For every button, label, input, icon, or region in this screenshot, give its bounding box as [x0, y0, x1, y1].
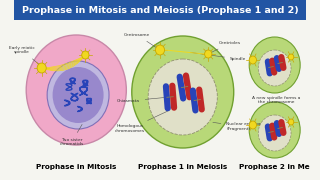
Circle shape [26, 35, 126, 145]
Circle shape [47, 61, 109, 129]
Text: Prophase 1 in Meiosis: Prophase 1 in Meiosis [138, 164, 228, 170]
Text: Two sister
chromatids: Two sister chromatids [60, 124, 84, 146]
Text: Centrosome: Centrosome [124, 33, 158, 48]
Text: Prophase in Mitosis: Prophase in Mitosis [36, 164, 116, 170]
Circle shape [249, 56, 256, 64]
Circle shape [82, 51, 89, 59]
Circle shape [37, 63, 46, 73]
Circle shape [288, 119, 294, 125]
Text: Prophase 2 in Me: Prophase 2 in Me [239, 164, 310, 170]
Circle shape [148, 59, 217, 135]
Text: Early miotic
spindle: Early miotic spindle [9, 46, 41, 66]
Circle shape [52, 67, 104, 123]
Circle shape [258, 115, 291, 151]
Text: A new spindle forms a
the chromosome: A new spindle forms a the chromosome [252, 96, 301, 104]
Circle shape [249, 102, 300, 158]
Text: Prophase in Mitosis and Meiosis (Prophase 1 and 2): Prophase in Mitosis and Meiosis (Prophas… [22, 6, 298, 15]
Text: Chiasmata: Chiasmata [117, 97, 167, 103]
Text: Centrioles: Centrioles [211, 41, 241, 53]
Circle shape [249, 121, 256, 129]
Circle shape [204, 50, 212, 58]
Bar [14, 0, 306, 20]
Circle shape [156, 45, 164, 55]
Circle shape [132, 36, 234, 148]
Circle shape [249, 37, 300, 93]
Text: Nuclear envelop
(Fragment): Nuclear envelop (Fragment) [213, 122, 262, 131]
Text: Homologous
chromosomes: Homologous chromosomes [115, 111, 167, 133]
Text: Spindle: Spindle [190, 52, 246, 61]
Circle shape [258, 50, 291, 86]
Circle shape [288, 54, 294, 60]
